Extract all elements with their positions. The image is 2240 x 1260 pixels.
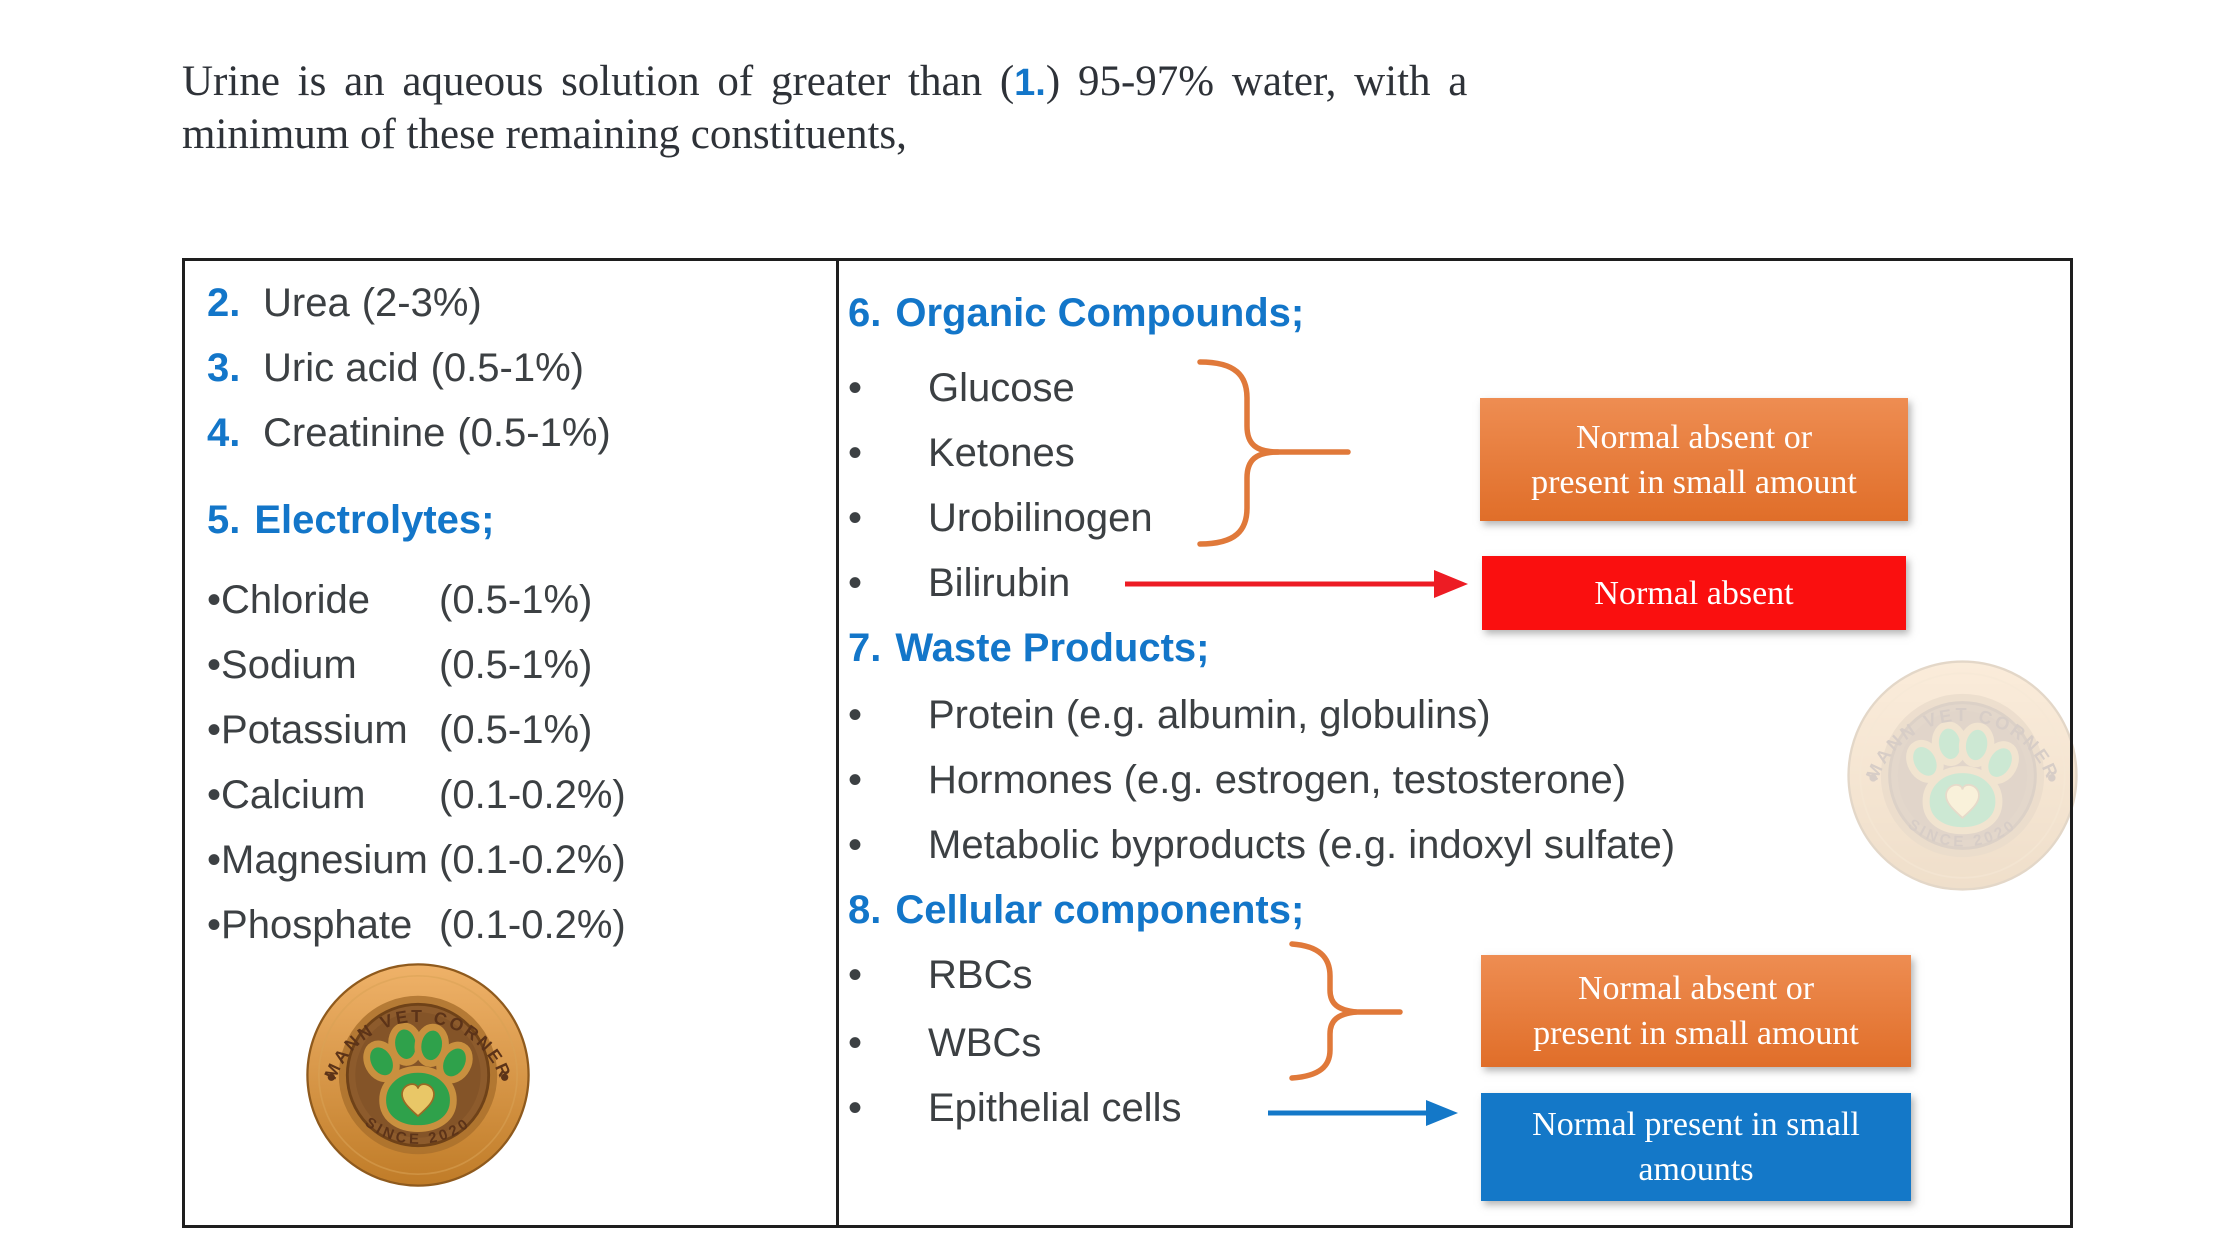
section-number: 5. xyxy=(207,497,241,542)
callout-text: present in small amount xyxy=(1531,463,1857,501)
list-item-urobilinogen: • Urobilinogen xyxy=(848,486,1153,550)
item-name: Hormones (e.g. estrogen, testosterone) xyxy=(928,757,1627,802)
list-item-glucose: • Glucose xyxy=(848,356,1075,420)
bullet-icon: • xyxy=(207,577,222,622)
section-heading-waste-products: 7. Waste Products; xyxy=(848,616,1209,680)
item-value: (2-3%) xyxy=(361,280,482,325)
callout-cellular-normal-absent-box: Normal absent or present in small amount xyxy=(1481,955,1911,1067)
callout-text: Normal absent or xyxy=(1575,418,1813,456)
column-divider xyxy=(836,261,839,1225)
item-value: (0.1-0.2%) xyxy=(439,837,626,882)
item-number: 4. xyxy=(207,410,241,455)
callout-text: Normal absent or xyxy=(1577,970,1815,1007)
item-name: Protein (e.g. albumin, globulins) xyxy=(928,692,1491,737)
section-number: 6. xyxy=(848,290,882,335)
item-name: Calcium xyxy=(221,772,366,817)
bullet-icon: • xyxy=(848,1020,863,1065)
callout-bilirubin-normal-absent-box: Normal absent xyxy=(1482,556,1906,630)
item-number: 2. xyxy=(207,280,241,325)
callout-text: amounts xyxy=(1638,1151,1754,1188)
bullet-icon: • xyxy=(848,365,863,410)
section-heading-electrolytes: 5. Electrolytes; xyxy=(207,488,494,552)
list-item-epithelial-cells: • Epithelial cells xyxy=(848,1076,1181,1140)
list-item-protein: • Protein (e.g. albumin, globulins) xyxy=(848,683,1491,747)
section-number: 8. xyxy=(848,887,882,932)
item-name: Epithelial cells xyxy=(928,1085,1182,1130)
item-number: 3. xyxy=(207,345,241,390)
bullet-icon: • xyxy=(207,707,222,752)
list-item-metabolic-byproducts: • Metabolic byproducts (e.g. indoxyl sul… xyxy=(848,813,1675,877)
callout-text: Normal present in small xyxy=(1532,1106,1860,1143)
vet-corner-logo xyxy=(304,961,532,1189)
callout-text: Normal absent xyxy=(1594,574,1794,612)
list-item-sodium: •Sodium (0.5-1%) xyxy=(207,633,592,697)
list-item-potassium: •Potassium (0.5-1%) xyxy=(207,698,592,762)
page-title: Urine is an aqueous solution of greater … xyxy=(182,56,1467,161)
callout-organic-normal-absent-box: Normal absent or present in small amount xyxy=(1480,398,1908,521)
item-value: (0.1-0.2%) xyxy=(439,772,626,817)
item-name: Bilirubin xyxy=(928,560,1071,605)
list-item-magnesium: •Magnesium (0.1-0.2%) xyxy=(207,828,626,892)
bullet-icon: • xyxy=(848,560,863,605)
item-value: (0.5-1%) xyxy=(430,345,584,390)
item-value: (0.1-0.2%) xyxy=(439,902,626,947)
list-item-calcium: •Calcium (0.1-0.2%) xyxy=(207,763,626,827)
constituents-table: 2. Urea (2-3%) 3. Uric acid (0.5-1%) 4. … xyxy=(182,258,2073,1228)
bullet-icon: • xyxy=(848,692,863,737)
item-name: Glucose xyxy=(928,365,1075,410)
list-item-phosphate: •Phosphate (0.1-0.2%) xyxy=(207,893,626,957)
list-item-uric-acid: 3. Uric acid (0.5-1%) xyxy=(207,336,584,400)
item-name: Magnesium xyxy=(221,837,428,882)
item-value: (0.5-1%) xyxy=(439,642,593,687)
list-item-wbcs: • WBCs xyxy=(848,1011,1041,1075)
item-value: (0.5-1%) xyxy=(439,707,593,752)
bullet-icon: • xyxy=(207,642,222,687)
item-name: Chloride xyxy=(221,577,370,622)
item-name: Metabolic byproducts (e.g. indoxyl sulfa… xyxy=(928,822,1676,867)
bullet-icon: • xyxy=(207,902,222,947)
section-label: Organic Compounds; xyxy=(895,290,1305,335)
item-name: Urea xyxy=(263,280,350,325)
title-line-2: minimum of these remaining constituents, xyxy=(182,111,907,158)
bullet-icon: • xyxy=(848,495,863,540)
bullet-icon: • xyxy=(848,952,863,997)
list-item-ketones: • Ketones xyxy=(848,421,1075,485)
item-name: Ketones xyxy=(928,430,1075,475)
callout-epithelial-normal-present-box: Normal present in small amounts xyxy=(1481,1093,1911,1201)
item-name: Potassium xyxy=(221,707,408,752)
title-text-after: ) 95-97% water, with a xyxy=(1045,58,1468,105)
bullet-icon: • xyxy=(848,822,863,867)
bullet-icon: • xyxy=(207,772,222,817)
section-heading-organic-compounds: 6. Organic Compounds; xyxy=(848,281,1304,345)
section-number: 7. xyxy=(848,625,882,670)
list-item-bilirubin: • Bilirubin xyxy=(848,551,1070,615)
bullet-icon: • xyxy=(848,430,863,475)
bullet-icon: • xyxy=(848,757,863,802)
item-name: Phosphate xyxy=(221,902,413,947)
list-item-chloride: •Chloride (0.5-1%) xyxy=(207,568,592,632)
section-label: Cellular components; xyxy=(895,887,1305,932)
list-item-hormones: • Hormones (e.g. estrogen, testosterone) xyxy=(848,748,1626,812)
item-name: WBCs xyxy=(928,1020,1042,1065)
title-line-1: Urine is an aqueous solution of greater … xyxy=(182,56,1467,109)
bullet-icon: • xyxy=(848,1085,863,1130)
item-name: Sodium xyxy=(221,642,357,687)
list-item-creatinine: 4. Creatinine (0.5-1%) xyxy=(207,401,611,465)
item-name: Creatinine xyxy=(263,410,446,455)
item-name: Uric acid xyxy=(263,345,419,390)
list-item-rbcs: • RBCs xyxy=(848,943,1032,1007)
item-value: (0.5-1%) xyxy=(457,410,611,455)
section-heading-cellular-components: 8. Cellular components; xyxy=(848,878,1304,942)
section-label: Waste Products; xyxy=(895,625,1210,670)
item-name: RBCs xyxy=(928,952,1033,997)
item-value: (0.5-1%) xyxy=(439,577,593,622)
list-item-urea: 2. Urea (2-3%) xyxy=(207,271,482,335)
item-name: Urobilinogen xyxy=(928,495,1153,540)
section-label: Electrolytes; xyxy=(254,497,495,542)
title-number-1: 1. xyxy=(1014,62,1046,104)
title-text-before: Urine is an aqueous solution of greater … xyxy=(182,58,1015,105)
callout-text: present in small amount xyxy=(1533,1015,1859,1052)
bullet-icon: • xyxy=(207,837,222,882)
